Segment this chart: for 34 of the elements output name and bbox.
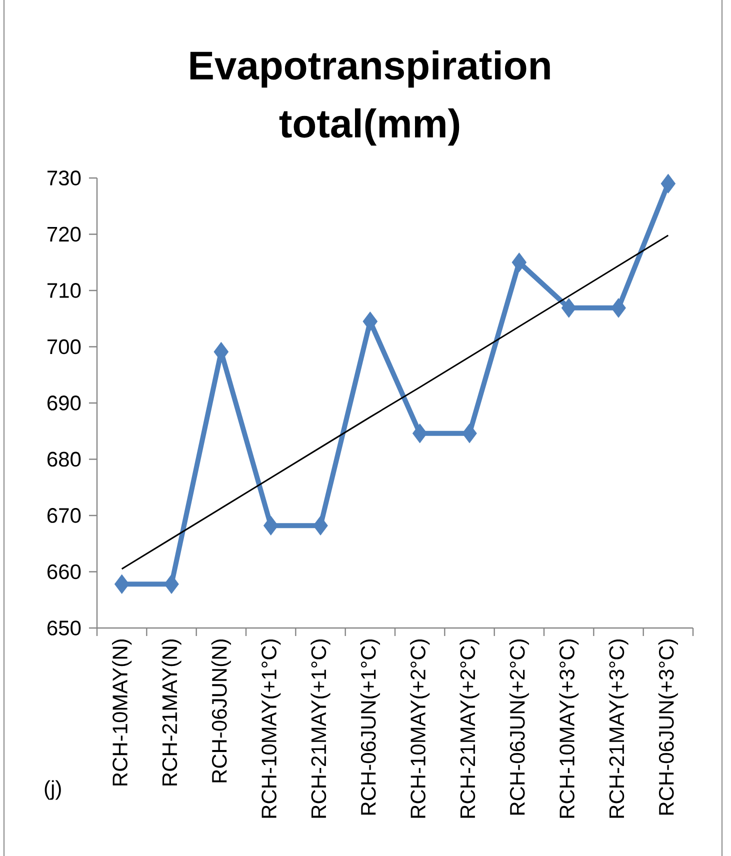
point [660, 174, 676, 194]
x-tick-label: RCH-21MAY(+1°C) [310, 640, 330, 818]
y-tick-label: 710 [48, 283, 81, 298]
point [114, 574, 130, 594]
chart-title: Evapotranspiration total(mm) [190, 50, 550, 146]
y-tick-label: 650 [47, 620, 81, 636]
point [412, 424, 428, 444]
x-tick-label: RCH-10MAY(+1°C) [261, 640, 281, 818]
x-tick-label: RCH-06JUN(N) [211, 640, 231, 782]
y-tick-label: 730 [48, 170, 81, 186]
y-tick-label: 690 [47, 396, 81, 410]
text: (j) [44, 780, 61, 800]
point [512, 252, 527, 272]
point [164, 574, 179, 594]
x-tick-label: RCH-21MAY(N) [162, 640, 182, 786]
x-tick-label: RCH-06JUN(+3°C) [658, 640, 678, 815]
y-tick-label: 720 [48, 226, 81, 242]
x-tick-label: RCH-06JUN(+2°C) [509, 640, 529, 815]
x-tick-label: RCH-10MAY(+2°C) [410, 640, 430, 818]
point [263, 516, 278, 536]
x-tick-label: RCH-21MAY(+3°C) [608, 640, 628, 818]
y-tick-label: 700 [48, 339, 81, 354]
point [561, 298, 576, 318]
point [362, 312, 378, 332]
y-tick-label: 660 [47, 564, 81, 580]
x-tick-label: RCH-06JUN(+1°C) [360, 640, 380, 815]
y-tick-label: 670 [47, 508, 81, 523]
point [462, 424, 477, 444]
x-tick-label: RCH-10MAY(+3°C) [559, 640, 579, 818]
point [611, 298, 626, 318]
x-tick-label: RCH-21MAY(+2°C) [460, 640, 480, 818]
y-tick-label: 680 [47, 452, 81, 467]
point [313, 516, 328, 536]
x-tick-label: RCH-10MAY(N) [112, 640, 132, 786]
